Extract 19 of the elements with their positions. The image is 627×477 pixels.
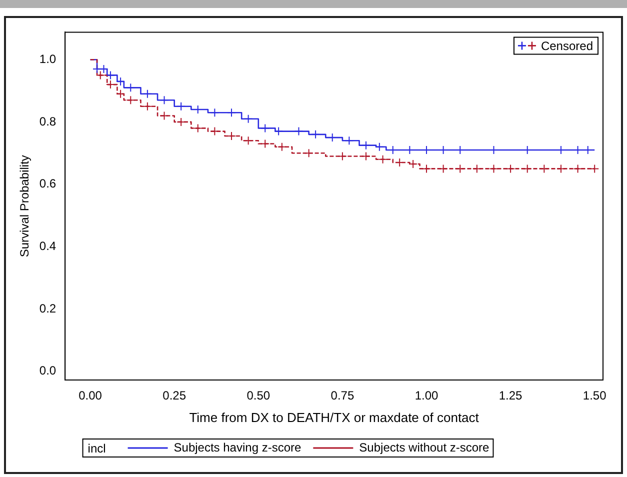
legend-title: incl: [88, 441, 106, 456]
y-tick-label: 0.4: [39, 238, 56, 253]
x-tick-label: 0.00: [78, 388, 102, 403]
x-axis-title: Time from DX to DEATH/TX or maxdate of contact: [189, 410, 480, 425]
y-tick-label: 0.0: [39, 364, 56, 378]
y-axis-title: Survival Probability: [18, 155, 32, 258]
y-tick-label: 0.8: [39, 114, 56, 128]
y-tick-label: 0.2: [39, 301, 56, 316]
y-tick-label: 0.6: [39, 176, 56, 191]
x-tick-label: 1.25: [498, 388, 523, 403]
x-tick-label: 0.50: [246, 388, 270, 403]
legend-label: Subjects having z-score: [174, 440, 302, 454]
x-tick-label: 0.25: [162, 388, 186, 403]
legend-label: Subjects without z-score: [359, 440, 490, 454]
x-tick-label: 0.75: [330, 388, 354, 403]
y-tick-label: 1.0: [39, 52, 56, 66]
x-tick-label: 1.50: [582, 388, 607, 403]
x-tick-label: 1.00: [414, 388, 438, 403]
legend-label: Censored: [540, 39, 593, 54]
